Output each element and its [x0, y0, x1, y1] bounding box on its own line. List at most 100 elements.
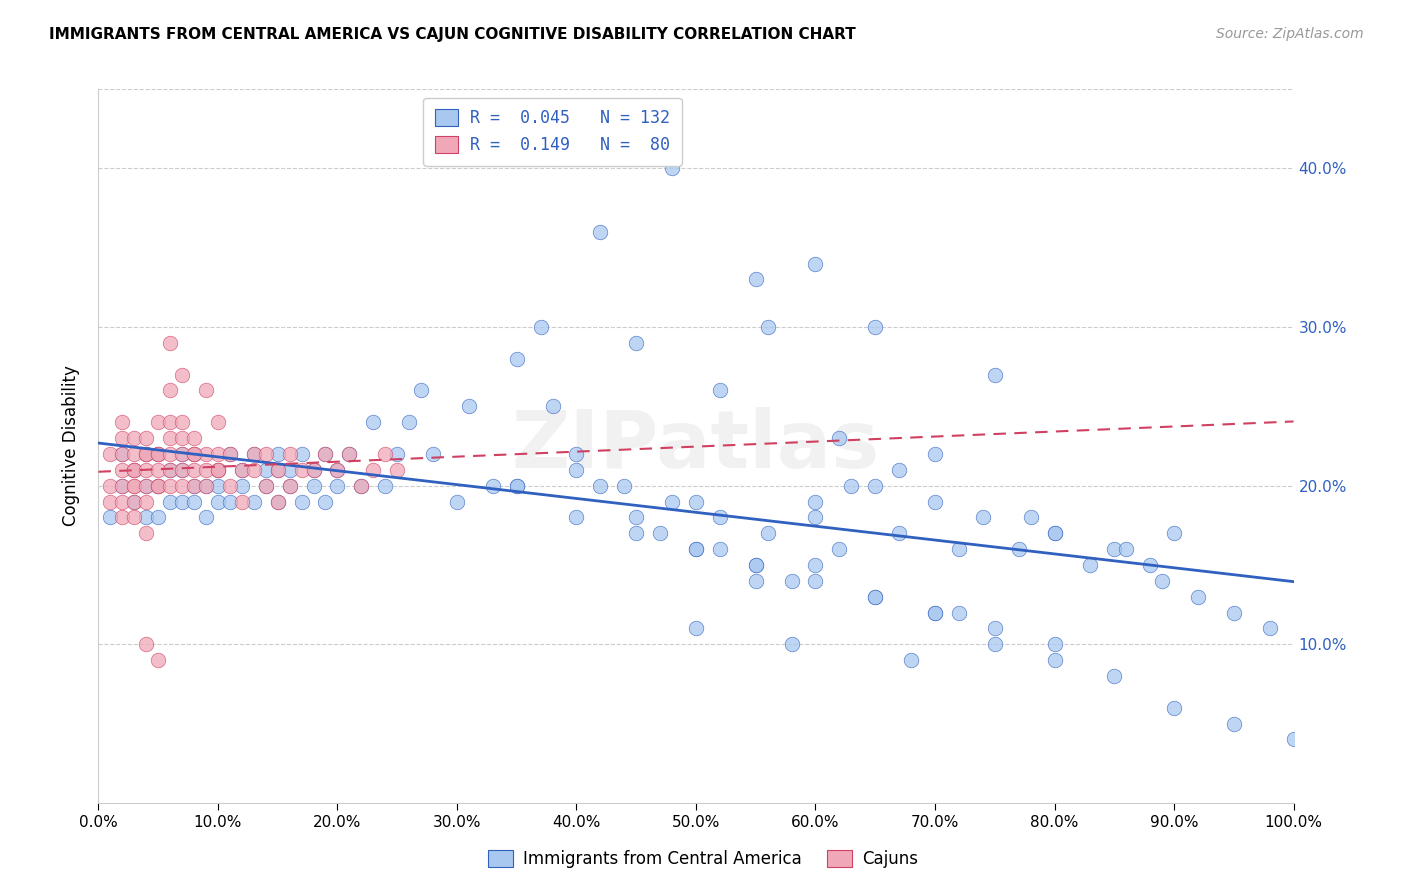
Point — [135, 478, 157, 492]
Point — [172, 447, 194, 461]
Point — [267, 494, 290, 508]
Point — [124, 463, 146, 477]
Point — [685, 542, 707, 557]
Point — [267, 447, 290, 461]
Point — [1258, 621, 1281, 635]
Point — [124, 478, 146, 492]
Point — [1223, 606, 1246, 620]
Point — [924, 494, 946, 508]
Point — [219, 447, 242, 461]
Point — [661, 494, 683, 508]
Point — [148, 447, 170, 461]
Text: ZIPatlas: ZIPatlas — [512, 407, 880, 485]
Point — [111, 431, 134, 445]
Point — [231, 463, 253, 477]
Point — [135, 478, 157, 492]
Point — [756, 320, 779, 334]
Point — [159, 494, 181, 508]
Point — [183, 463, 205, 477]
Point — [254, 463, 277, 477]
Point — [1163, 700, 1185, 714]
Point — [243, 447, 266, 461]
Point — [804, 494, 827, 508]
Point — [278, 478, 301, 492]
Text: IMMIGRANTS FROM CENTRAL AMERICA VS CAJUN COGNITIVE DISABILITY CORRELATION CHART: IMMIGRANTS FROM CENTRAL AMERICA VS CAJUN… — [49, 27, 856, 42]
Point — [626, 526, 648, 541]
Point — [148, 447, 170, 461]
Point — [685, 494, 707, 508]
Point — [506, 351, 529, 366]
Point — [1115, 542, 1137, 557]
Point — [924, 606, 946, 620]
Point — [195, 478, 218, 492]
Point — [172, 478, 194, 492]
Point — [326, 478, 349, 492]
Point — [889, 526, 911, 541]
Point — [411, 384, 433, 398]
Point — [183, 447, 205, 461]
Point — [148, 463, 170, 477]
Point — [374, 447, 396, 461]
Point — [1282, 732, 1305, 747]
Point — [219, 478, 242, 492]
Point — [111, 447, 134, 461]
Point — [148, 478, 170, 492]
Point — [804, 257, 827, 271]
Point — [148, 478, 170, 492]
Point — [291, 447, 314, 461]
Point — [506, 478, 529, 492]
Point — [195, 463, 218, 477]
Point — [1223, 716, 1246, 731]
Point — [124, 494, 146, 508]
Point — [195, 510, 218, 524]
Point — [780, 637, 803, 651]
Point — [159, 335, 181, 350]
Point — [865, 320, 887, 334]
Point — [709, 510, 731, 524]
Point — [195, 447, 218, 461]
Point — [195, 478, 218, 492]
Point — [385, 463, 409, 477]
Point — [613, 478, 636, 492]
Point — [565, 510, 588, 524]
Point — [148, 447, 170, 461]
Point — [828, 542, 851, 557]
Point — [1104, 669, 1126, 683]
Point — [219, 494, 242, 508]
Point — [124, 463, 146, 477]
Point — [745, 558, 768, 572]
Point — [98, 478, 122, 492]
Point — [326, 463, 349, 477]
Point — [363, 415, 385, 429]
Point — [385, 447, 409, 461]
Point — [626, 335, 648, 350]
Point — [841, 478, 863, 492]
Point — [172, 463, 194, 477]
Point — [756, 526, 779, 541]
Point — [278, 447, 301, 461]
Point — [291, 494, 314, 508]
Point — [254, 447, 277, 461]
Point — [135, 447, 157, 461]
Point — [1008, 542, 1031, 557]
Point — [302, 478, 325, 492]
Point — [243, 447, 266, 461]
Point — [207, 478, 229, 492]
Point — [124, 463, 146, 477]
Text: Source: ZipAtlas.com: Source: ZipAtlas.com — [1216, 27, 1364, 41]
Point — [315, 447, 337, 461]
Point — [98, 494, 122, 508]
Point — [948, 606, 970, 620]
Point — [350, 478, 373, 492]
Point — [398, 415, 420, 429]
Point — [159, 463, 181, 477]
Point — [111, 463, 134, 477]
Point — [159, 463, 181, 477]
Point — [172, 368, 194, 382]
Point — [124, 510, 146, 524]
Point — [889, 463, 911, 477]
Point — [446, 494, 468, 508]
Point — [626, 510, 648, 524]
Point — [267, 463, 290, 477]
Point — [207, 463, 229, 477]
